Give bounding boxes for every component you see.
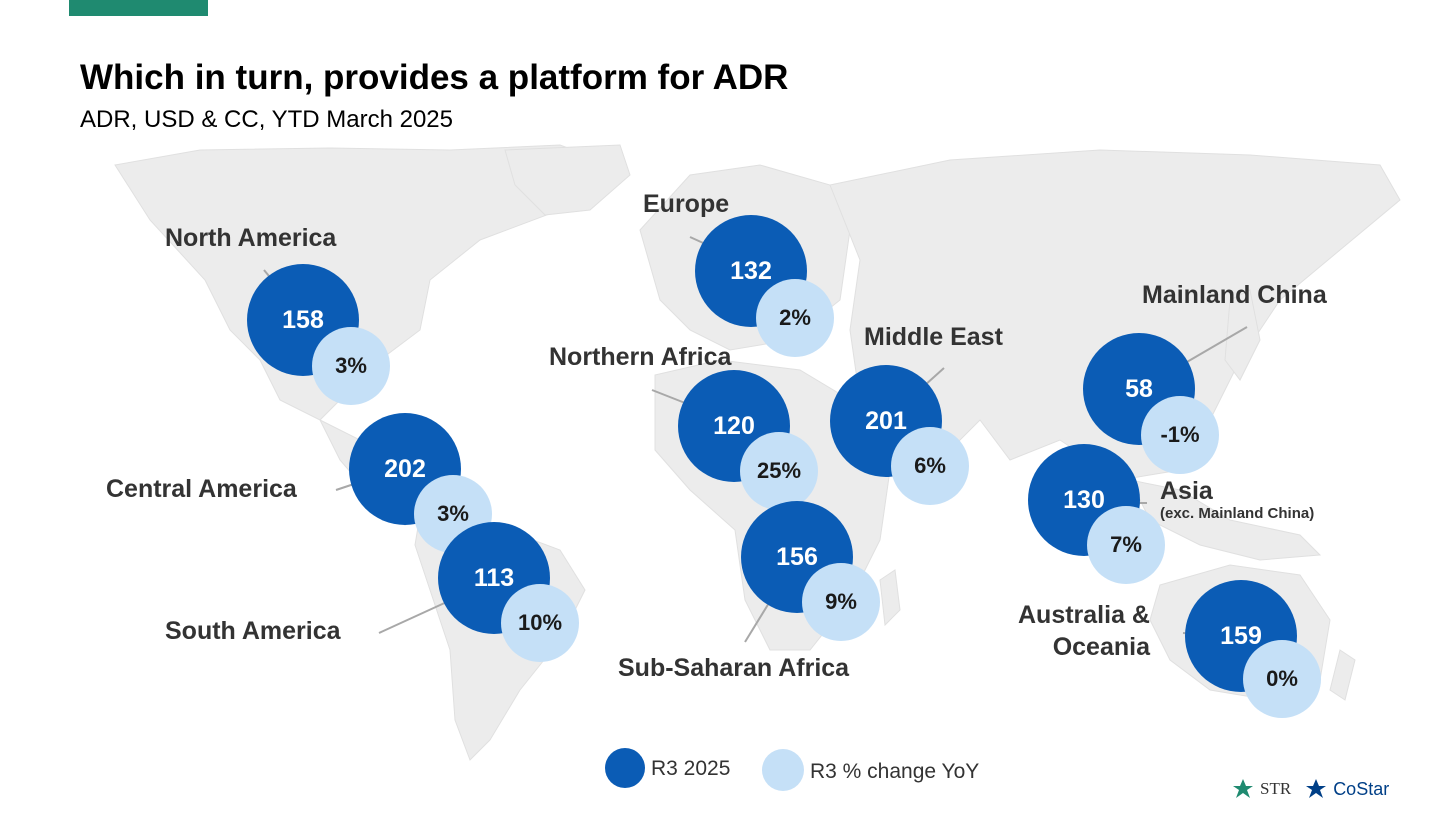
region-label-asia-sub: (exc. Mainland China) (1160, 504, 1315, 522)
region-label-asia: Asia (exc. Mainland China) (1160, 477, 1315, 522)
change-bubble-mainland-china: -1% (1141, 396, 1219, 474)
region-label-sub-saharan-africa: Sub-Saharan Africa (618, 654, 850, 682)
page-title: Which in turn, provides a platform for A… (80, 58, 789, 97)
change-bubble-australia-oceania: 0% (1243, 640, 1321, 718)
change-bubble-south-america: 10% (501, 584, 579, 662)
region-label-central-america: Central America (106, 475, 297, 503)
change-bubble-sub-saharan-africa: 9% (802, 563, 880, 641)
str-logo-icon (1233, 779, 1253, 798)
change-bubble-northern-africa: 25% (740, 432, 818, 510)
region-label-middle-east: Middle East (864, 323, 1003, 351)
region-label-north-america: North America (165, 224, 337, 252)
change-bubble-middle-east: 6% (891, 427, 969, 505)
region-label-asia-name: Asia (1160, 477, 1213, 505)
change-bubble-north-america: 3% (312, 327, 390, 405)
costar-logo-text: CoStar (1333, 778, 1390, 799)
change-bubble-asia: 7% (1087, 506, 1165, 584)
change-bubble-europe: 2% (756, 279, 834, 357)
region-label-mainland-china: Mainland China (1142, 281, 1327, 309)
legend-adr-swatch (605, 748, 645, 788)
region-label-australia-line1: Australia & (1018, 601, 1150, 629)
legend-change-label: R3 % change YoY (810, 760, 980, 783)
legend-adr-label: R3 2025 (651, 757, 731, 780)
region-label-australia-line2: Oceania (1052, 632, 1150, 661)
region-label-northern-africa: Northern Africa (549, 343, 732, 371)
str-logo-text: STR (1260, 779, 1292, 798)
costar-logo-icon (1306, 779, 1327, 798)
region-label-australia-oceania: Australia & Oceania (1018, 601, 1150, 661)
region-label-south-america: South America (165, 617, 341, 645)
legend-change-swatch (762, 749, 804, 791)
adr-bubble-central-america: 202 (349, 413, 461, 525)
footer-logos: STR CoStar (1232, 778, 1389, 800)
page-subtitle: ADR, USD & CC, YTD March 2025 (80, 106, 453, 133)
accent-bar (69, 0, 208, 16)
region-label-europe: Europe (643, 190, 730, 218)
